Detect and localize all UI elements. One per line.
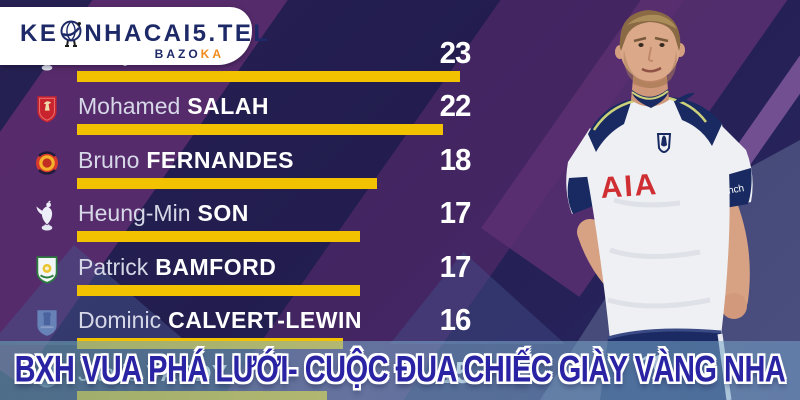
logo-brand-prefix: KE xyxy=(20,20,59,47)
goals-bar xyxy=(77,231,360,243)
globe-mascot-icon xyxy=(59,20,83,48)
goals-count: 17 xyxy=(439,248,471,284)
leeds-crest-icon xyxy=(33,254,61,286)
everton-crest-icon xyxy=(33,307,61,339)
player-first-name: Bruno xyxy=(78,146,140,173)
goals-count: 18 xyxy=(439,141,471,177)
player-name: Patrick BAMFORD xyxy=(78,254,276,280)
logo-brand-text: KE NHACAI5.TEL xyxy=(20,20,271,48)
player-row: Heung-Min SON 17 xyxy=(33,195,471,250)
player-first-name: Dominic xyxy=(78,307,162,333)
liverpool-crest-icon xyxy=(33,93,61,125)
goals-count: 17 xyxy=(439,195,471,231)
player-last-name: FERNANDES xyxy=(146,146,294,173)
player-first-name: Heung-Min xyxy=(78,200,191,227)
player-first-name: Patrick xyxy=(78,253,149,280)
svg-text:AIA: AIA xyxy=(599,168,659,205)
player-row: Mohamed SALAH 22 xyxy=(33,88,471,143)
player-illustration: cinch xyxy=(566,10,753,400)
goals-bar xyxy=(77,124,443,136)
player-last-name: BAMFORD xyxy=(155,253,277,280)
player-first-name: Mohamed xyxy=(78,93,181,120)
player-name: Heung-Min SON xyxy=(78,200,249,226)
goals-bar xyxy=(77,71,460,82)
caption-banner: BXH VUA PHÁ LƯỚI- CUỘC ĐUA CHIẾC GIÀY VÀ… xyxy=(0,341,800,400)
player-name: Bruno FERNANDES xyxy=(78,147,294,173)
keonhacai-logo: KE NHACAI5.TEL BAZOKA xyxy=(0,7,268,65)
goals-count: 16 xyxy=(439,302,471,337)
logo-subtitle: BAZOKA xyxy=(155,47,224,61)
player-last-name: SALAH xyxy=(187,93,270,120)
player-last-name: SON xyxy=(197,200,249,227)
player-row: Patrick BAMFORD 17 xyxy=(33,249,471,304)
man-united-crest-icon xyxy=(33,147,61,179)
player-name: Mohamed SALAH xyxy=(78,93,269,119)
goals-count: 22 xyxy=(439,88,471,124)
player-name: Dominic CALVERT-LEWIN xyxy=(78,307,362,333)
goals-count: 23 xyxy=(439,35,471,70)
harry-kane-photo: cinch xyxy=(550,0,800,400)
logo-subtitle-accent: KA xyxy=(200,47,224,61)
player-row: Bruno FERNANDES 18 xyxy=(33,142,471,197)
goals-bar xyxy=(77,177,377,189)
logo-subtitle-dark: BAZO xyxy=(154,47,201,61)
logo-brand-suffix: NHACAI5.TEL xyxy=(84,20,271,47)
caption-text: BXH VUA PHÁ LƯỚI- CUỘC ĐUA CHIẾC GIÀY VÀ… xyxy=(14,349,786,391)
player-last-name: CALVERT-LEWIN xyxy=(168,307,362,333)
goals-bar xyxy=(77,284,360,296)
tottenham-crest-icon xyxy=(33,200,61,232)
